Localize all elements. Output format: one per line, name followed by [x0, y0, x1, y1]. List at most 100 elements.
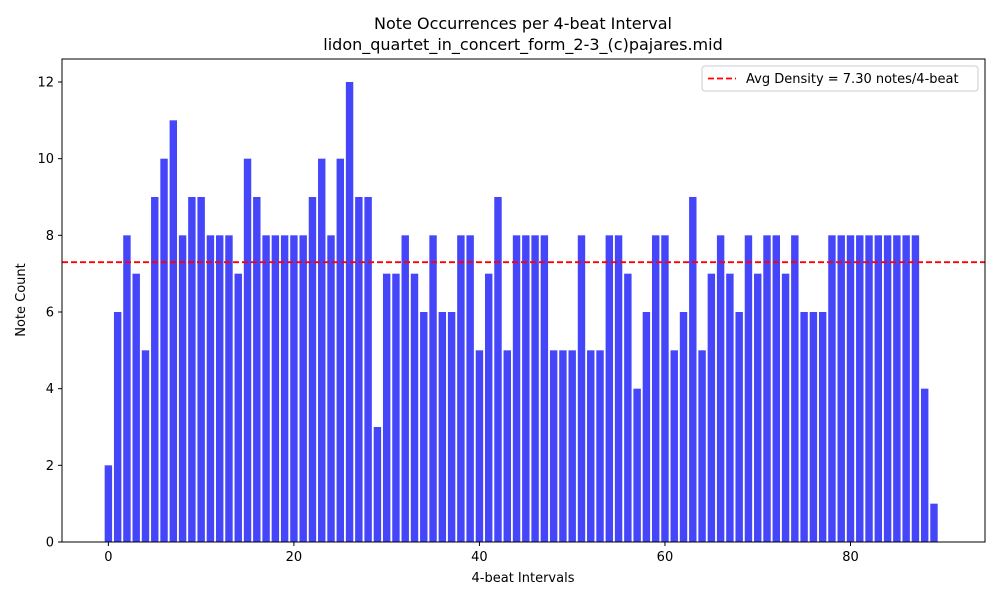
bar-82 [865, 235, 873, 542]
bars-group [104, 82, 938, 543]
bar-84 [883, 235, 892, 542]
y-tick-label-4: 4 [46, 382, 54, 397]
legend: Avg Density = 7.30 notes/4-beat [701, 65, 979, 92]
bar-26 [345, 82, 354, 542]
bar-1 [113, 312, 122, 542]
bar-46 [531, 235, 539, 542]
bar-7 [169, 120, 178, 542]
bar-12 [215, 235, 224, 542]
bar-45 [522, 235, 530, 542]
bar-43 [503, 350, 511, 542]
bar-66 [716, 235, 725, 542]
bar-42 [494, 197, 502, 542]
bar-57 [633, 388, 641, 542]
bar-85 [893, 235, 901, 542]
bar-16 [253, 197, 261, 542]
bar-20 [290, 235, 298, 542]
bar-33 [410, 273, 419, 542]
bar-70 [754, 273, 762, 542]
bar-38 [457, 235, 465, 542]
bar-39 [466, 235, 474, 542]
bar-88 [920, 388, 929, 542]
bar-6 [160, 158, 168, 543]
bar-56 [624, 273, 632, 542]
x-axis-ticks: 0 20 40 60 80 [104, 542, 859, 565]
y-tick-label-0: 0 [46, 536, 54, 551]
bar-19 [280, 235, 289, 542]
chart-subtitle: lidon_quartet_in_concert_form_2-3_(c)paj… [323, 35, 722, 55]
bar-25 [336, 158, 344, 543]
bar-80 [846, 235, 855, 542]
bar-72 [772, 235, 780, 542]
y-axis-ticks: 0 2 4 6 8 10 12 [37, 76, 62, 551]
bar-52 [587, 350, 595, 542]
bar-18 [271, 235, 280, 542]
plot-frame [61, 58, 986, 543]
x-tick-label-20: 20 [286, 550, 303, 565]
bar-68 [735, 312, 743, 542]
bar-41 [485, 273, 493, 542]
bar-28 [364, 197, 372, 542]
bar-31 [392, 273, 400, 542]
bar-10 [197, 197, 205, 542]
bar-71 [763, 235, 771, 542]
x-tick-label-0: 0 [104, 550, 112, 565]
bar-83 [874, 235, 883, 542]
bar-14 [234, 273, 242, 542]
bar-30 [382, 273, 391, 542]
chart-title: Note Occurrences per 4-beat Interval [374, 14, 672, 33]
bar-61 [670, 350, 678, 542]
bar-44 [512, 235, 521, 542]
bar-89 [930, 503, 938, 542]
y-axis-label: Note Count [14, 263, 29, 337]
bar-78 [828, 235, 836, 542]
y-tick-label-6: 6 [46, 306, 54, 321]
bar-5 [151, 197, 159, 542]
y-tick-label-12: 12 [37, 76, 54, 91]
bar-76 [809, 312, 818, 542]
bar-62 [679, 312, 688, 542]
bar-35 [429, 235, 437, 542]
bar-13 [225, 235, 233, 542]
bar-2 [123, 235, 131, 542]
bar-27 [355, 197, 363, 542]
bar-60 [661, 235, 669, 542]
x-tick-label-60: 60 [657, 550, 674, 565]
bar-74 [791, 235, 799, 542]
bar-40 [475, 350, 484, 542]
bar-65 [707, 273, 716, 542]
bar-53 [596, 350, 604, 542]
bar-22 [308, 197, 317, 542]
bar-58 [642, 312, 651, 542]
legend-label-avg-density: Avg Density = 7.30 notes/4-beat [746, 72, 959, 87]
bar-21 [299, 235, 307, 542]
bar-36 [438, 312, 447, 542]
bar-77 [818, 312, 827, 542]
bar-17 [262, 235, 270, 542]
bar-4 [141, 350, 150, 542]
bar-54 [605, 235, 614, 542]
legend-box [701, 65, 979, 92]
bar-75 [800, 312, 808, 542]
bar-69 [744, 235, 753, 542]
bar-79 [837, 235, 845, 542]
bar-67 [726, 273, 734, 542]
bar-24 [327, 235, 335, 542]
bar-8 [178, 235, 187, 542]
x-tick-label-40: 40 [471, 550, 488, 565]
bar-73 [781, 273, 790, 542]
bar-23 [318, 158, 326, 543]
bar-63 [689, 197, 697, 542]
bar-29 [373, 427, 382, 542]
bar-15 [243, 158, 252, 543]
bar-49 [559, 350, 567, 542]
bar-34 [420, 312, 428, 542]
x-axis-label: 4-beat Intervals [472, 571, 575, 586]
y-tick-label-10: 10 [37, 152, 54, 167]
bar-32 [401, 235, 409, 542]
bar-11 [206, 235, 215, 542]
bar-81 [856, 235, 864, 542]
x-tick-label-80: 80 [842, 550, 859, 565]
bar-87 [911, 235, 920, 542]
